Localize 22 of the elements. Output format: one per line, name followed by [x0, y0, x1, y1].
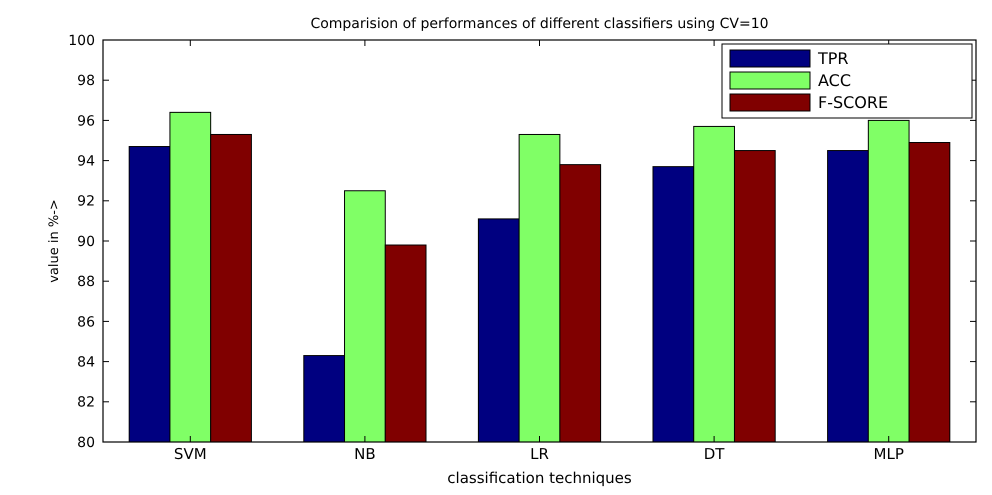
y-tick-label: 98 [77, 73, 95, 90]
x-tick-label: MLP [874, 445, 904, 463]
legend-label: TPR [817, 49, 849, 68]
y-tick-label: 94 [77, 154, 96, 170]
y-tick-label: 80 [77, 434, 95, 451]
y-tick-label: 90 [77, 234, 95, 250]
x-tick-label: DT [704, 445, 726, 463]
x-tick-label: LR [530, 445, 549, 463]
x-axis-title: classification techniques [447, 469, 632, 487]
y-tick-label: 92 [77, 194, 95, 210]
y-tick-label: 100 [68, 32, 95, 49]
y-tick-label: 96 [77, 113, 96, 130]
legend-label: ACC [818, 71, 852, 90]
y-tick-label: 88 [77, 274, 95, 290]
x-tick-label: NB [354, 445, 376, 463]
y-tick-label: 82 [77, 394, 95, 411]
y-tick-label: 84 [77, 354, 96, 370]
chart-title: Comparision of performances of different classifiers using CV=10 [310, 16, 769, 32]
y-axis-title: value in %-> [47, 199, 62, 283]
x-tick-label: SVM [174, 445, 207, 463]
y-tick-label: 86 [77, 314, 96, 330]
legend-label: F-SCORE [818, 93, 888, 112]
